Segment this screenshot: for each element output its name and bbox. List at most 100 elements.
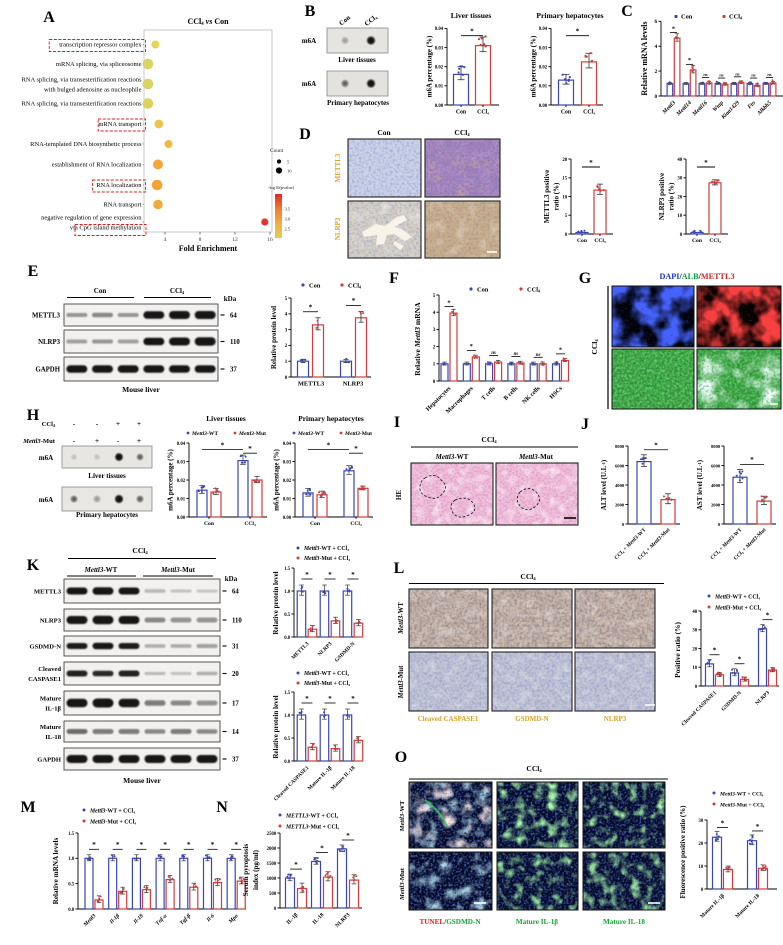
svg-text:Primary hepatocytes: Primary hepatocytes <box>327 99 389 107</box>
svg-text:-: - <box>73 436 76 445</box>
svg-text:ns: ns <box>536 353 541 358</box>
svg-text:ns: ns <box>491 351 496 356</box>
svg-text:*: * <box>351 571 355 579</box>
svg-text:CCl4: CCl4 <box>527 287 540 294</box>
svg-text:METTL3 positive: METTL3 positive <box>543 170 551 223</box>
svg-text:8000: 8000 <box>615 444 625 449</box>
svg-text:Relative mRNA levels: Relative mRNA levels <box>640 21 649 95</box>
svg-text:4000: 4000 <box>711 483 721 488</box>
svg-text:Count: Count <box>270 148 284 154</box>
svg-text:*: * <box>447 299 450 306</box>
svg-text:1.5: 1.5 <box>284 691 291 696</box>
svg-text:J: J <box>581 416 589 433</box>
svg-text:CCl4: CCl4 <box>520 572 536 581</box>
svg-text:Con: Con <box>310 521 321 527</box>
svg-text:TUNEL/GSDMD-N: TUNEL/GSDMD-N <box>419 918 481 926</box>
svg-text:40: 40 <box>692 610 697 615</box>
svg-text:10: 10 <box>698 865 703 870</box>
svg-text:10: 10 <box>677 214 682 219</box>
svg-text:+: + <box>116 419 120 428</box>
svg-text:NLRP3 positive: NLRP3 positive <box>658 173 666 220</box>
svg-text:m6A: m6A <box>302 80 316 88</box>
svg-text:RNA splicing, via transesterif: RNA splicing, via transesterification re… <box>21 77 142 84</box>
svg-text:0.02: 0.02 <box>283 479 292 484</box>
svg-text:1.5: 1.5 <box>68 832 75 837</box>
svg-text:Liver tissues: Liver tissues <box>88 472 126 480</box>
svg-text:8: 8 <box>199 237 202 243</box>
svg-text:Con: Con <box>456 110 467 116</box>
svg-text:CCl4: CCl4 <box>594 238 606 244</box>
svg-text:30: 30 <box>692 629 697 634</box>
svg-text:CCl4: CCl4 <box>244 521 256 527</box>
svg-text:37: 37 <box>230 366 237 373</box>
svg-text:GAPDH: GAPDH <box>35 366 60 373</box>
svg-text:ns: ns <box>703 72 708 77</box>
svg-text:6000: 6000 <box>615 463 625 468</box>
svg-text:31: 31 <box>232 643 239 650</box>
svg-text:Cleaved: Cleaved <box>38 666 61 673</box>
svg-text:Mettl3-WT: Mettl3-WT <box>435 453 469 461</box>
svg-text:0.04: 0.04 <box>435 27 444 32</box>
svg-text:Il-6: Il-6 <box>205 913 216 924</box>
svg-text:*: * <box>559 347 562 354</box>
svg-text:L: L <box>394 560 405 577</box>
svg-text:Mettl3-Mut: Mettl3-Mut <box>398 665 405 700</box>
svg-text:Con: Con <box>681 14 693 21</box>
svg-text:*: * <box>234 841 238 849</box>
svg-text:Mettl3-WT: Mettl3-WT <box>297 431 324 437</box>
svg-text:*: * <box>328 571 332 579</box>
svg-text:RNA splicing, via transesterif: RNA splicing, via transesterification re… <box>21 101 142 108</box>
svg-text:Mettl3-Mut: Mettl3-Mut <box>238 431 266 437</box>
svg-text:-: - <box>73 419 76 428</box>
svg-text:Mettl3-Mut + CCl4: Mettl3-Mut + CCl4 <box>303 681 350 687</box>
svg-text:-: - <box>117 436 120 445</box>
svg-text:IL-18: IL-18 <box>45 734 61 741</box>
svg-text:15: 15 <box>562 177 567 182</box>
svg-text:Fold Enrichment: Fold Enrichment <box>179 244 238 253</box>
svg-text:AST level (U.L-1): AST level (U.L-1) <box>696 459 704 510</box>
svg-text:*: * <box>305 695 309 703</box>
svg-text:ns: ns <box>751 73 756 78</box>
svg-text:16: 16 <box>267 237 273 243</box>
svg-text:Mettl3-WT + CCl4: Mettl3-WT + CCl4 <box>303 671 349 677</box>
svg-text:4: 4 <box>285 313 288 318</box>
svg-text:*: * <box>320 844 324 852</box>
svg-text:Mettl3-WT + CCl4: Mettl3-WT + CCl4 <box>719 792 764 798</box>
svg-text:0.02: 0.02 <box>177 479 186 484</box>
svg-text:index (pg/ml): index (pg/ml) <box>252 849 260 890</box>
svg-text:Relative Mettl3 mRNA: Relative Mettl3 mRNA <box>413 302 422 376</box>
svg-text:30: 30 <box>698 819 703 824</box>
svg-text:CCl4: CCl4 <box>348 283 361 290</box>
svg-text:Mettl3-Mut: Mettl3-Mut <box>160 566 196 574</box>
svg-text:B: B <box>305 3 316 20</box>
svg-text:METTL3: METTL3 <box>32 312 61 319</box>
svg-text:+: + <box>137 419 141 428</box>
svg-text:ALT level (U.L-1): ALT level (U.L-1) <box>600 459 608 510</box>
svg-text:0.0: 0.0 <box>68 908 75 913</box>
svg-text:5: 5 <box>433 294 436 299</box>
svg-text:*: * <box>470 343 473 350</box>
svg-text:3.0: 3.0 <box>285 217 291 222</box>
svg-text:*: * <box>248 445 252 453</box>
svg-text:K: K <box>27 557 40 574</box>
svg-text:Primary hepatocytes: Primary hepatocytes <box>76 511 138 519</box>
svg-text:I: I <box>394 414 400 431</box>
svg-text:-: - <box>96 419 99 428</box>
svg-text:2000: 2000 <box>615 502 625 507</box>
svg-text:Mettl3-WT: Mettl3-WT <box>191 431 218 437</box>
svg-text:Mettl3-WT + CCl4: Mettl3-WT + CCl4 <box>714 595 760 601</box>
svg-text:0: 0 <box>654 94 657 100</box>
svg-text:0.5: 0.5 <box>284 613 291 618</box>
svg-text:NLRP3: NLRP3 <box>38 339 61 346</box>
svg-text:E: E <box>28 263 39 280</box>
svg-text:2000: 2000 <box>711 502 721 507</box>
svg-text:0.03: 0.03 <box>539 46 548 51</box>
svg-text:0: 0 <box>680 233 683 238</box>
svg-text:10: 10 <box>562 195 567 200</box>
svg-text:0.01: 0.01 <box>435 85 444 90</box>
svg-text:*: * <box>163 841 167 849</box>
svg-text:0.03: 0.03 <box>283 460 292 465</box>
svg-text:ratio (%): ratio (%) <box>553 182 561 210</box>
svg-text:4: 4 <box>164 237 167 243</box>
svg-text:0.01: 0.01 <box>539 85 548 90</box>
